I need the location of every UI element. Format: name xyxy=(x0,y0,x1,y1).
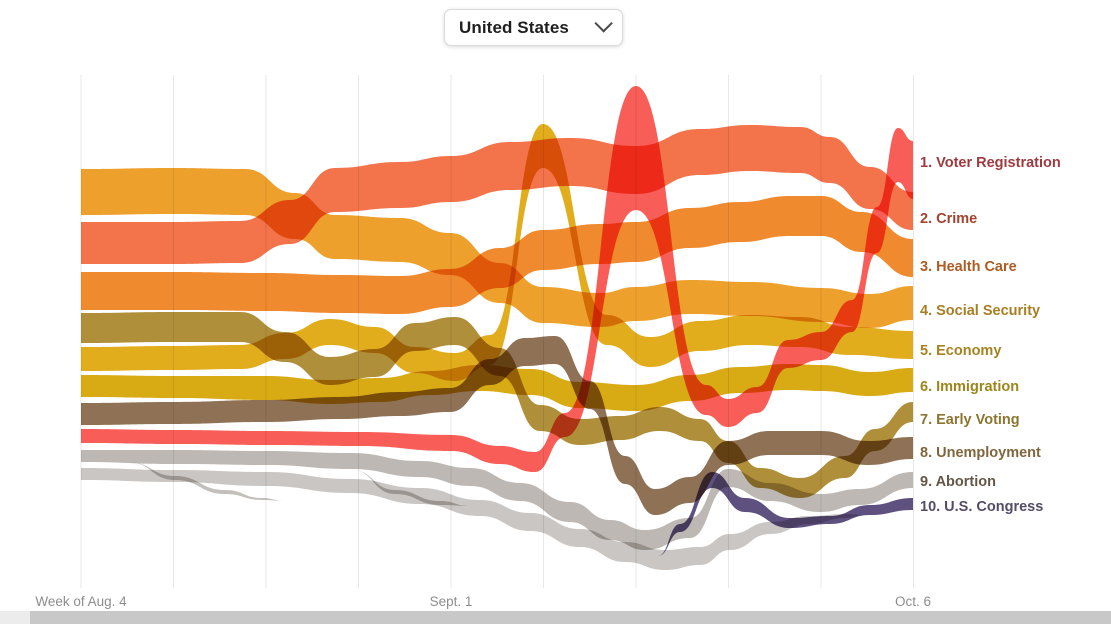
ribbon-voter-registration xyxy=(81,86,913,472)
horizontal-scrollbar-track xyxy=(0,611,1111,624)
region-dropdown[interactable]: United States xyxy=(444,9,623,46)
ribbon-dropped-topic xyxy=(81,468,865,570)
ribbon-crime xyxy=(81,125,913,264)
x-axis-label: Sept. 1 xyxy=(429,594,473,609)
ribbon-us-congress xyxy=(658,472,913,556)
horizontal-scrollbar-thumb[interactable] xyxy=(30,611,1111,624)
x-axis-label: Week of Aug. 4 xyxy=(35,594,127,609)
ribbon-health-care xyxy=(81,196,913,314)
region-dropdown-value: United States xyxy=(459,17,569,37)
topic-ribbons xyxy=(81,86,913,570)
ribbon-unemployment xyxy=(81,336,913,515)
x-axis-label: Oct. 6 xyxy=(894,594,932,609)
ribbon-abortion xyxy=(81,450,913,550)
ribbon-economy xyxy=(81,124,913,381)
